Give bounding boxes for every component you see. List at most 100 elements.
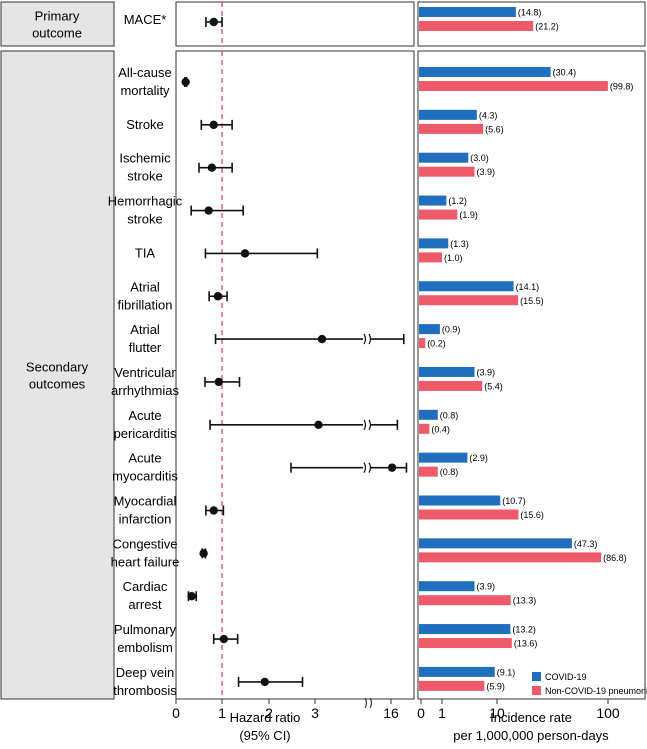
bar-value-label: (0.9) [442, 325, 461, 335]
hr-point [199, 549, 208, 558]
bar-pneumonia [419, 423, 430, 434]
ci-break-mark [363, 462, 372, 473]
bar-covid [419, 624, 511, 635]
bar-covid [419, 281, 514, 292]
group-box-primary [0, 1, 115, 47]
bar-pneumonia [419, 638, 512, 649]
bar-value-label: (3.0) [470, 153, 489, 163]
outcome-label: pericarditis [114, 426, 177, 441]
outcome-label: Congestive [112, 536, 177, 551]
outcome-label: infarction [119, 512, 172, 527]
outcome-label: All-cause [118, 65, 171, 80]
bar-value-label: (1.0) [444, 253, 463, 263]
ci-break-gap [363, 461, 371, 474]
bar-pneumonia [419, 81, 608, 91]
bar-value-label: (3.9) [477, 167, 496, 177]
outcome-label: Hemorrhagic [108, 194, 183, 209]
outcome-label: stroke [127, 169, 162, 184]
legend-label: COVID-19 [545, 672, 587, 682]
bar-value-label: (21.2) [535, 22, 559, 32]
bar-covid [419, 452, 468, 463]
hr-point [181, 77, 190, 87]
outcome-label: Atrial [130, 322, 160, 337]
outcome-label: myocarditis [112, 469, 178, 484]
forest-axis-tick-label: 16 [383, 705, 399, 721]
bar-value-label: (4.3) [479, 110, 498, 120]
group-label: outcomes [29, 377, 86, 392]
bar-value-label: (2.9) [469, 453, 488, 463]
outcome-label: mortality [120, 83, 170, 98]
bar-covid [419, 238, 449, 249]
hr-point [209, 506, 218, 515]
bar-covid [419, 538, 572, 549]
bar-pneumonia [419, 680, 485, 691]
bar-covid [419, 366, 475, 377]
bar-pneumonia [419, 252, 442, 263]
bar-value-label: (15.6) [520, 510, 544, 520]
group-label: Secondary [26, 360, 89, 375]
legend-label: Non-COVID-19 pneumonia [545, 686, 647, 696]
bar-value-label: (3.9) [477, 582, 496, 592]
bar-pneumonia [419, 21, 534, 31]
bar-panel-primary [417, 1, 646, 47]
group-label: outcome [32, 26, 82, 41]
bar-value-label: (1.2) [448, 196, 467, 206]
bar-value-label: (0.8) [440, 467, 459, 477]
ci-break-mark [363, 419, 372, 431]
ci-break-gap [363, 418, 371, 431]
outcome-label: Atrial [130, 279, 160, 294]
bar-pneumonia [419, 338, 426, 349]
bar-pneumonia [419, 123, 484, 134]
bar-value-label: (30.4) [553, 68, 577, 78]
outcome-label: stroke [127, 212, 162, 227]
bar-value-label: (99.8) [610, 82, 634, 92]
bar-covid [419, 67, 551, 77]
bar-value-label: (5.9) [486, 681, 505, 691]
bar-value-label: (13.6) [514, 639, 538, 649]
forest-panel-secondary [175, 50, 415, 700]
group-box-secondary [0, 50, 115, 700]
forest-panel-primary [175, 1, 415, 47]
forest-axis-break [364, 697, 373, 709]
hr-point [240, 249, 250, 258]
outcome-label: Acute [128, 408, 161, 423]
outcome-label: Pulmonary [114, 622, 177, 637]
outcome-label: fibrillation [118, 297, 173, 312]
bar-axis-tick-label: 1 [438, 705, 446, 721]
hr-point [219, 634, 229, 644]
hr-point [204, 206, 213, 215]
outcome-label: flutter [129, 340, 162, 355]
bar-covid [419, 152, 469, 163]
bar-value-label: (0.2) [427, 339, 446, 349]
bar-pneumonia [419, 595, 511, 606]
hr-point [209, 120, 218, 130]
outcome-label: Ventricular [114, 365, 176, 380]
hr-point [314, 420, 323, 429]
bar-covid [419, 666, 495, 677]
bar-covid [419, 195, 447, 206]
forest-axis-title: (95% CI) [239, 728, 290, 743]
legend-swatch [532, 686, 541, 695]
bar-axis-tick-label: 10 [489, 705, 505, 721]
bar-value-label: (86.8) [603, 553, 627, 563]
hr-point [207, 163, 217, 172]
bar-covid [419, 7, 516, 17]
bar-axis-tick-label: 100 [596, 705, 620, 721]
bar-value-label: (1.9) [459, 210, 478, 220]
bar-value-label: (14.8) [518, 8, 542, 18]
outcome-label: Cardiac [123, 579, 168, 594]
bar-pneumonia [419, 209, 458, 220]
group-label: Primary [35, 9, 80, 24]
bar-pneumonia [419, 295, 519, 306]
bar-axis-title: per 1,000,000 person-days [453, 728, 609, 743]
bar-axis-title: Incidence rate [490, 710, 572, 725]
ci-break-gap [363, 333, 371, 346]
bar-value-label: (0.8) [440, 410, 459, 420]
bar-pneumonia [419, 466, 438, 477]
bar-pneumonia [419, 380, 483, 391]
forest-axis-tick-label: 0 [172, 705, 180, 721]
outcome-label: Deep vein [116, 665, 175, 680]
hr-point [387, 463, 397, 472]
bar-value-label: (5.4) [484, 381, 503, 391]
